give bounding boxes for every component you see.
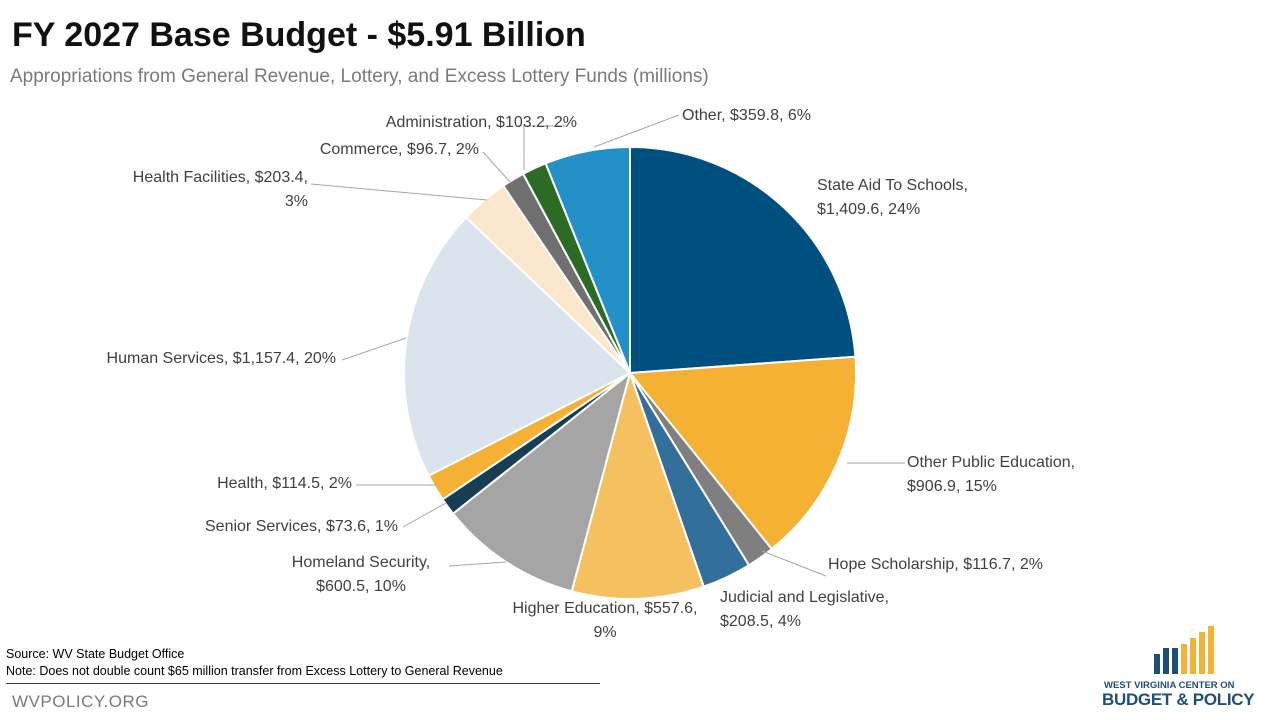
slice-label-line: Other, $359.8, 6% <box>682 107 811 124</box>
slice-label-administration: Administration, $103.2, 2% <box>386 114 577 131</box>
slice-label-hope-scholarship: Hope Scholarship, $116.7, 2% <box>828 556 1043 573</box>
slice-label-judicial-and-legislative: Judicial and Legislative, $208.5, 4% <box>720 589 889 630</box>
logo-line1: WEST VIRGINIA CENTER ON <box>1104 680 1235 691</box>
bar-graph-logo-icon <box>1154 626 1214 674</box>
slice-label-line: Hope Scholarship, $116.7, 2% <box>828 556 1043 573</box>
slice-label-line: Judicial and Legislative, <box>720 589 889 606</box>
logo-line2: BUDGET & POLICY <box>1102 690 1255 709</box>
pie-slices <box>403 146 857 600</box>
pie-slice-human-services <box>403 216 631 477</box>
slice-label-line: Other Public Education, <box>907 454 1075 471</box>
slice-labels: State Aid To Schools, $1,409.6, 24% Other … <box>107 107 1076 640</box>
slice-label-line: Higher Education, $557.6, <box>512 600 697 617</box>
slice-label-line: $208.5, 4% <box>720 613 801 630</box>
transfer-note: Note: Does not double count $65 million … <box>6 664 503 678</box>
chart-subtitle: Appropriations from General Revenue, Lot… <box>10 66 709 87</box>
slice-label-other-public-education: Other Public Education, $906.9, 15% <box>907 454 1075 495</box>
pie-chart: State Aid To Schools, $1,409.6, 24% Other … <box>107 107 1076 640</box>
slice-label-health-facilities: Health Facilities, $203.4, 3% <box>133 169 308 210</box>
slice-label-line: Human Services, $1,157.4, 20% <box>107 350 336 367</box>
slice-label-line: Commerce, $96.7, 2% <box>320 141 479 158</box>
slice-label-line: Senior Services, $73.6, 1% <box>205 518 398 535</box>
leader-lines <box>310 114 905 577</box>
slice-label-line: 9% <box>593 624 616 640</box>
slice-label-health: Health, $114.5, 2% <box>217 475 352 492</box>
slice-label-line: State Aid To Schools, <box>817 177 968 194</box>
leader-line-administration <box>523 125 566 170</box>
slice-label-line: Health Facilities, $203.4, <box>133 169 308 186</box>
source-note: Source: WV State Budget Office <box>6 647 185 661</box>
footer-notes: Source: WV State Budget Office Note: Doe… <box>6 646 503 680</box>
slice-label-line: Homeland Security, <box>292 554 430 571</box>
pie-slice-homeland-security <box>452 372 631 593</box>
slice-label-homeland-security: Homeland Security, $600.5, 10% <box>292 554 430 595</box>
leader-line-homeland-security <box>448 561 507 567</box>
slice-label-line: Administration, $103.2, 2% <box>386 114 577 131</box>
slice-label-human-services: Human Services, $1,157.4, 20% <box>107 350 336 367</box>
slice-label-line: 3% <box>285 193 308 210</box>
slice-label-other: Other, $359.8, 6% <box>682 107 811 124</box>
organization-logo: WEST VIRGINIA CENTER ON BUDGET & POLICY <box>1100 624 1260 716</box>
website-url: WVPOLICY.ORG <box>12 692 149 711</box>
slice-label-line: $600.5, 10% <box>316 578 406 595</box>
footer-divider <box>6 683 600 684</box>
leader-line-commerce <box>482 151 512 184</box>
slice-label-line: $906.9, 15% <box>907 478 997 495</box>
pie-slice-other-public-education <box>629 355 857 550</box>
leader-line-hope-scholarship <box>761 550 827 577</box>
leader-line-human-services <box>341 337 407 361</box>
slice-label-higher-education: Higher Education, $557.6, 9% <box>512 600 697 640</box>
leader-line-other <box>593 114 680 148</box>
slice-label-line: $1,409.6, 24% <box>817 201 920 218</box>
pie-slice-higher-education <box>570 372 705 600</box>
chart-title: FY 2027 Base Budget - $5.91 Billion <box>12 16 586 54</box>
slice-label-senior-services: Senior Services, $73.6, 1% <box>205 518 398 535</box>
pie-slice-other <box>544 146 631 374</box>
slice-label-line: Health, $114.5, 2% <box>217 475 352 492</box>
slice-label-state-aid-to-schools: State Aid To Schools, $1,409.6, 24% <box>817 177 968 218</box>
leader-line-senior-services <box>402 502 447 528</box>
pie-slice-state-aid-to-schools <box>629 146 857 374</box>
leader-line-health-facilities <box>310 183 488 201</box>
slice-label-commerce: Commerce, $96.7, 2% <box>320 141 479 158</box>
